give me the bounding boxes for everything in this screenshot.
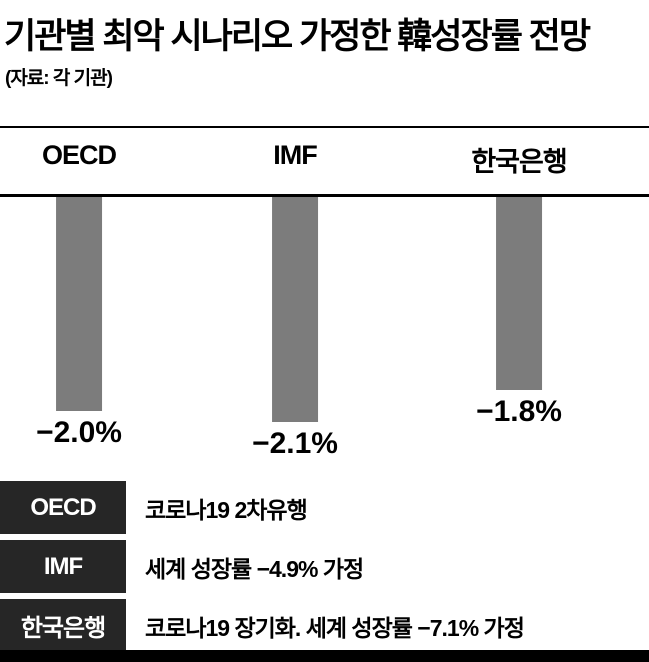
- source-note: (자료: 각 기관): [5, 68, 113, 89]
- chart-column-oecd: −2.0%: [36, 197, 122, 450]
- assumption-table: OECD 코로나19 2차유행 IMF 세계 성장률 −4.9% 가정 한국은행…: [0, 481, 649, 658]
- bar-chart: −2.0% −2.1% −1.8%: [0, 197, 649, 481]
- value-label-imf: −2.1%: [252, 427, 338, 460]
- column-header-oecd: OECD: [41, 140, 117, 170]
- row-desc-oecd: 코로나19 2차유행: [131, 481, 649, 534]
- table-row: IMF 세계 성장률 −4.9% 가정: [0, 540, 649, 593]
- bar-oecd: [56, 197, 102, 411]
- bar-imf: [272, 197, 318, 422]
- value-label-oecd: −2.0%: [36, 416, 122, 449]
- bar-bok: [496, 197, 542, 390]
- chart-column-bok: −1.8%: [476, 197, 562, 429]
- row-label-imf: IMF: [0, 540, 126, 593]
- top-divider: [0, 126, 649, 128]
- column-header-imf: IMF: [273, 140, 317, 170]
- column-header-bok: 한국은행: [471, 147, 567, 177]
- table-row: OECD 코로나19 2차유행: [0, 481, 649, 534]
- page-title: 기관별 최악 시나리오 가정한 韓성장률 전망: [4, 17, 591, 56]
- chart-column-imf: −2.1%: [252, 197, 338, 461]
- table-row: 한국은행 코로나19 장기화. 세계 성장률 −7.1% 가정: [0, 599, 649, 652]
- bottom-bar: [0, 650, 649, 662]
- row-label-bok: 한국은행: [0, 599, 126, 652]
- value-label-bok: −1.8%: [476, 395, 562, 428]
- row-label-oecd: OECD: [0, 481, 126, 534]
- row-desc-bok: 코로나19 장기화. 세계 성장률 −7.1% 가정: [131, 599, 649, 652]
- chart-column-headers: OECD IMF 한국은행: [0, 140, 649, 180]
- row-desc-imf: 세계 성장률 −4.9% 가정: [131, 540, 649, 593]
- chart-baseline: [0, 194, 649, 197]
